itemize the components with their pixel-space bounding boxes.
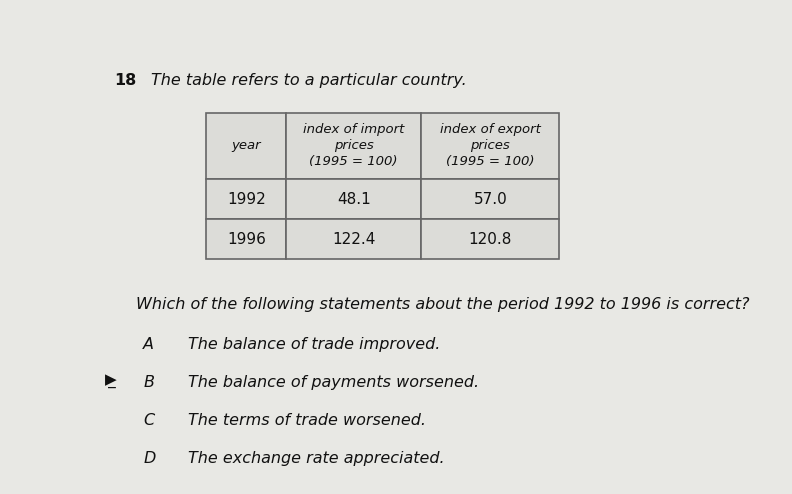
Text: A: A	[143, 337, 154, 352]
Text: 48.1: 48.1	[337, 192, 371, 206]
Text: The table refers to a particular country.: The table refers to a particular country…	[151, 73, 467, 87]
Bar	[286, 113, 421, 179]
Bar	[421, 179, 559, 219]
Text: 18: 18	[114, 73, 136, 87]
Bar	[286, 219, 421, 259]
Bar	[207, 113, 286, 179]
Text: 120.8: 120.8	[469, 232, 512, 247]
Bar	[207, 179, 286, 219]
Text: 57.0: 57.0	[474, 192, 507, 206]
Text: B: B	[143, 375, 154, 390]
Text: The terms of trade worsened.: The terms of trade worsened.	[188, 413, 426, 428]
Bar	[421, 113, 559, 179]
Text: The balance of payments worsened.: The balance of payments worsened.	[188, 375, 479, 390]
Text: ▶̲: ▶̲	[105, 373, 117, 388]
Text: 122.4: 122.4	[332, 232, 375, 247]
Text: Which of the following statements about the period 1992 to 1996 is correct?: Which of the following statements about …	[136, 297, 749, 312]
Text: index of export
prices
(1995 = 100): index of export prices (1995 = 100)	[440, 124, 541, 168]
Bar	[421, 219, 559, 259]
Text: year: year	[231, 139, 261, 152]
Bar	[286, 179, 421, 219]
Text: 1996: 1996	[227, 232, 266, 247]
Text: The exchange rate appreciated.: The exchange rate appreciated.	[188, 451, 444, 466]
Text: C: C	[143, 413, 154, 428]
Text: 1992: 1992	[227, 192, 265, 206]
Text: The balance of trade improved.: The balance of trade improved.	[188, 337, 440, 352]
Bar	[207, 219, 286, 259]
Text: index of import
prices
(1995 = 100): index of import prices (1995 = 100)	[303, 124, 405, 168]
Text: D: D	[143, 451, 155, 466]
